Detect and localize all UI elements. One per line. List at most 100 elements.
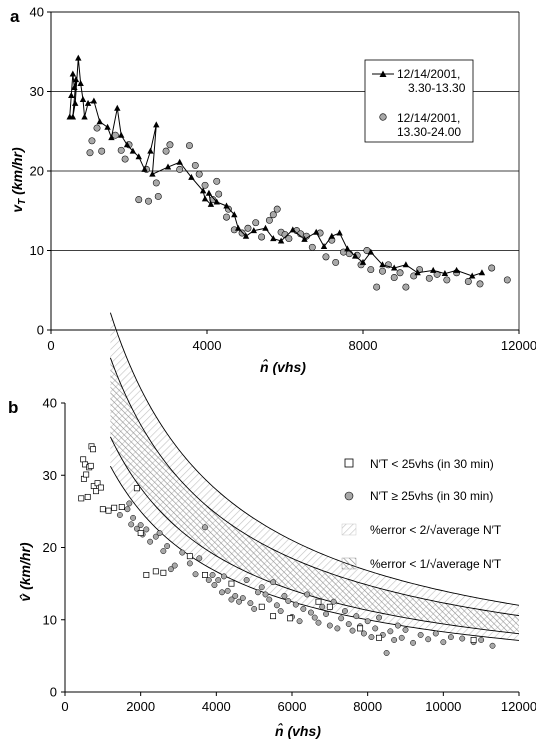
panel-a-circle-point <box>122 156 128 162</box>
panel-a-circle-point <box>216 191 222 197</box>
panel-b-circle-point <box>130 515 135 520</box>
panel-b-square-point <box>376 635 381 640</box>
panel-b-circle-point <box>144 527 149 532</box>
panel-a-circle-point <box>214 178 220 184</box>
panel-a-circle-point <box>153 180 159 186</box>
panel-b-circle-point <box>426 637 431 642</box>
panel-b-square-point <box>327 604 332 609</box>
panel-a-triangle-point <box>403 261 409 267</box>
legend-b-item-1: N′T < 25vhs (in 30 min) <box>370 457 494 471</box>
panel-a-circle-point <box>477 281 483 287</box>
panel-b-circle-point <box>282 593 287 598</box>
panel-b-square-point <box>112 505 117 510</box>
panel-b-x-tick-label: 10000 <box>425 699 461 714</box>
panel-a-y-tick-label: 40 <box>30 5 44 20</box>
panel-b-circle-point <box>221 574 226 579</box>
panel-b-square-point <box>106 508 111 513</box>
panel-b-square-point <box>79 496 84 501</box>
panel-b-circle-point <box>490 643 495 648</box>
panel-b-square-point <box>93 489 98 494</box>
legend-light-hatch-icon <box>342 524 356 535</box>
panel-b-square-point <box>98 485 103 490</box>
panel-b-circle-point <box>125 507 130 512</box>
panel-b-circle-point <box>323 611 328 616</box>
panel-b-x-axis-label: n̂ (vhs) <box>275 722 321 739</box>
panel-b-circle-point <box>433 631 438 636</box>
panel-b-y-tick-label: 0 <box>50 685 57 700</box>
panel-a-y-tick-label: 20 <box>30 164 44 179</box>
panel-a-circle-point <box>136 196 142 202</box>
panel-b-circle-point <box>331 599 336 604</box>
panel-b-square-point <box>161 570 166 575</box>
panel-a-triangle-point <box>206 190 212 196</box>
panel-b-circle-point <box>267 597 272 602</box>
panel-b-square-point <box>144 572 149 577</box>
panel-b-circle-point <box>259 585 264 590</box>
panel-b-circle-point <box>270 579 275 584</box>
panel-a-circle-point <box>118 147 124 153</box>
legend-a-series1-label-2: 3.30-13.30 <box>408 81 466 95</box>
panel-b-square-point <box>358 626 363 631</box>
panel-b-legend: N′T < 25vhs (in 30 min) N′T ≥ 25vhs (in … <box>342 457 502 571</box>
panel-b-circle-point <box>399 635 404 640</box>
panel-a-triangle-point <box>202 195 208 201</box>
panel-a-circle-point <box>465 278 471 284</box>
panel-b-circle-point <box>206 577 211 582</box>
panel-b-square-point <box>187 554 192 559</box>
panel-a-circle-point <box>323 254 329 260</box>
panel-a-x-tick-label: 8000 <box>349 338 378 353</box>
panel-b-x-ticks: 0 2000 4000 6000 8000 10000 12000 <box>61 692 536 714</box>
panel-b-circle-point <box>441 639 446 644</box>
panel-b-circle-point <box>297 618 302 623</box>
panel-a-circle-point <box>266 217 272 223</box>
panel-b-x-tick-label: 2000 <box>126 699 155 714</box>
panel-a-circle-point <box>368 266 374 272</box>
panel-a-circle-point <box>177 166 183 172</box>
panel-b-square-point <box>84 472 89 477</box>
panel-a-circle-point <box>333 259 339 265</box>
panel-b-circle-point <box>127 501 132 506</box>
panel-b-circle-point <box>388 629 393 634</box>
panel-a-triangle-point <box>104 124 110 130</box>
panel-a-x-tick-label: 0 <box>47 338 54 353</box>
panel-a-y-tick-label: 30 <box>30 84 44 99</box>
panel-b-y-tick-label: 30 <box>43 468 57 483</box>
panel-b-circle-point <box>286 598 291 603</box>
panel-a-triangle-point <box>453 267 459 273</box>
panel-b-square-point <box>288 616 293 621</box>
panel-a-circle-point <box>167 142 173 148</box>
panel-b-circle-point <box>187 561 192 566</box>
panel-b-square-point <box>270 614 275 619</box>
panel-a-circle-point <box>245 225 251 231</box>
panel-b-square-point <box>134 486 139 491</box>
panel-b-y-tick-label: 10 <box>43 612 57 627</box>
panel-a-triangle-point <box>80 96 86 102</box>
panel-b-circle-point <box>335 626 340 631</box>
panel-a-circle-point <box>202 182 208 188</box>
panel-b-circle-point <box>478 637 483 642</box>
panel-b-circle-point <box>403 627 408 632</box>
panel-b-circle-point <box>248 600 253 605</box>
panel-b-square-point <box>153 569 158 574</box>
panel-a-circle-point <box>89 138 95 144</box>
panel-a-triangle-point <box>336 230 342 236</box>
panel-a-triangle-point <box>262 225 268 231</box>
panel-b-circle-point <box>244 577 249 582</box>
panel-b-circle-point <box>418 632 423 637</box>
panel-b-circle-point <box>172 563 177 568</box>
panel-b-circle-point <box>301 606 306 611</box>
panel-b-circle-point <box>308 610 313 615</box>
panel-b-circle-point <box>161 548 166 553</box>
panel-a-circle-point <box>270 212 276 218</box>
panel-a-circle-point <box>99 148 105 154</box>
panel-b-circle-point <box>376 615 381 620</box>
panel-b-square-point <box>229 581 234 586</box>
panel-b-error-bands <box>110 313 519 641</box>
legend-a-series2-label-2: 13.30-24.00 <box>397 125 461 139</box>
panel-b-circle-point <box>354 613 359 618</box>
panel-b-circle-point <box>129 522 134 527</box>
panel-b-circle-point <box>316 620 321 625</box>
panel-a-circle-point <box>397 270 403 276</box>
panel-a-triangle-point <box>91 98 97 104</box>
